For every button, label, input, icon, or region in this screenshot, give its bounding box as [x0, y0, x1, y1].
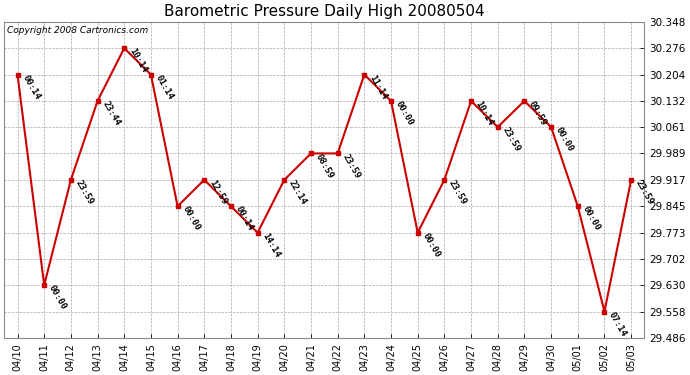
Text: 10:14: 10:14: [127, 47, 148, 75]
Title: Barometric Pressure Daily High 20080504: Barometric Pressure Daily High 20080504: [164, 4, 484, 19]
Text: 01:14: 01:14: [154, 73, 175, 101]
Text: 23:59: 23:59: [500, 126, 522, 153]
Text: 10:14: 10:14: [474, 100, 495, 128]
Text: 07:14: 07:14: [607, 310, 629, 338]
Text: 23:44: 23:44: [100, 100, 121, 128]
Text: 00:14: 00:14: [20, 73, 41, 101]
Text: 00:00: 00:00: [554, 126, 575, 153]
Text: Copyright 2008 Cartronics.com: Copyright 2008 Cartronics.com: [8, 27, 148, 36]
Text: 00:00: 00:00: [580, 205, 602, 232]
Text: 00:00: 00:00: [47, 284, 68, 312]
Text: 09:59: 09:59: [527, 100, 549, 128]
Text: 00:00: 00:00: [180, 205, 201, 232]
Text: 00:00: 00:00: [420, 231, 442, 259]
Text: 23:59: 23:59: [74, 178, 95, 206]
Text: 00:00: 00:00: [394, 100, 415, 128]
Text: 00:14: 00:14: [234, 205, 255, 232]
Text: 23:59: 23:59: [634, 178, 655, 206]
Text: 22:14: 22:14: [287, 178, 308, 206]
Text: 08:59: 08:59: [314, 152, 335, 180]
Text: 23:59: 23:59: [447, 178, 469, 206]
Text: 12:59: 12:59: [207, 178, 228, 206]
Text: 14:14: 14:14: [260, 231, 282, 259]
Text: 23:59: 23:59: [340, 152, 362, 180]
Text: 11:14: 11:14: [367, 73, 388, 101]
